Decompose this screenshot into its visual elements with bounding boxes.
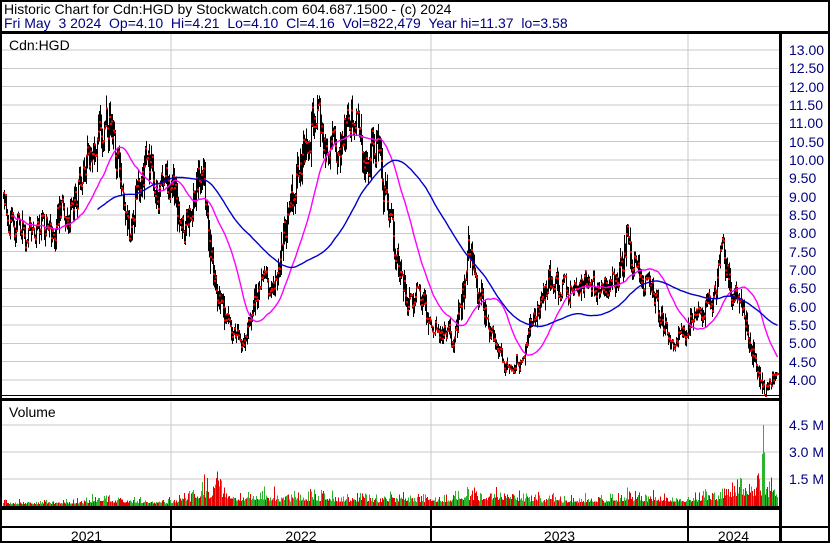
price-axis-tick: 12.50	[789, 60, 825, 77]
year-label: 2021	[70, 528, 103, 543]
volume-axis-tick: 3.0 M	[789, 444, 825, 460]
volume-panel-label: Volume	[9, 404, 56, 420]
ma-slow	[97, 159, 778, 328]
moving-average-lines	[12, 133, 779, 358]
price-axis-tick: 13.00	[789, 42, 825, 58]
price-axis-tick: 7.50	[789, 243, 817, 260]
header-title: Historic Chart for Cdn:HGD by Stockwatch…	[4, 1, 452, 17]
price-axis-tick: 12.00	[789, 78, 825, 95]
price-axis-tick: 7.00	[789, 262, 817, 278]
price-axis-tick: 4.50	[789, 353, 817, 370]
price-axis-tick: 9.50	[789, 170, 817, 187]
price-axis-tick: 11.00	[789, 115, 823, 132]
price-axis-tick: 8.00	[789, 225, 817, 242]
price-axis-tick: 10.00	[789, 152, 825, 168]
year-label: 2024	[717, 528, 750, 543]
volume-axis-tick: 4.5 M	[789, 417, 825, 433]
price-axis-tick: 4.00	[789, 372, 817, 388]
ma-fast	[12, 133, 779, 358]
price-panel-symbol-label: Cdn:HGD	[9, 37, 70, 53]
price-axis-tick: 5.50	[789, 317, 817, 333]
price-axis-tick: 11.50	[789, 97, 823, 113]
year-label: 2023	[543, 528, 576, 543]
price-axis-tick: 6.50	[789, 280, 817, 297]
price-ohlc-bars	[3, 95, 779, 397]
price-axis-tick: 5.00	[789, 335, 817, 352]
price-axis-tick: 6.00	[789, 298, 817, 315]
price-axis-tick: 8.50	[789, 207, 817, 223]
year-label: 2022	[285, 528, 317, 543]
gridlines	[2, 34, 779, 506]
volume-axis-tick: 1.5 M	[789, 471, 825, 487]
volume-bars	[3, 424, 778, 506]
header-quote-line: Fri May 3 2024 Op=4.10 Hi=4.21 Lo=4.10 C…	[4, 15, 568, 31]
price-axis-tick: 10.50	[789, 133, 825, 150]
price-axis-tick: 9.00	[789, 188, 817, 205]
